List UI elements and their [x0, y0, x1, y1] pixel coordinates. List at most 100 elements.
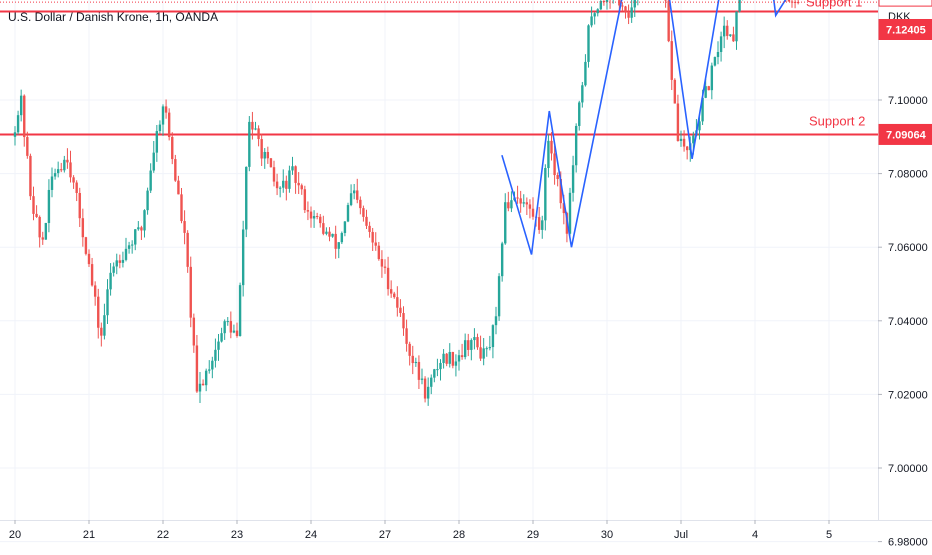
- candle-body: [559, 179, 562, 204]
- price-axis[interactable]: 7.200007.180007.160007.140007.100007.080…: [878, 0, 932, 549]
- candle-body: [325, 231, 328, 234]
- candle-body: [63, 159, 66, 171]
- candle-body: [531, 208, 535, 217]
- candle-body: [556, 175, 559, 180]
- y-tick-label: 7.08000: [888, 169, 928, 181]
- candle-body: [312, 216, 316, 219]
- candle-body: [53, 173, 57, 177]
- candle-body: [143, 210, 146, 231]
- candle-body: [248, 121, 251, 167]
- candle-body: [504, 202, 507, 244]
- candle-body: [618, 0, 621, 6]
- candle-body: [198, 383, 202, 392]
- candle-body: [522, 202, 525, 204]
- candle-body: [124, 248, 128, 260]
- candle-body: [87, 253, 91, 265]
- candle-body: [140, 227, 143, 231]
- candle-body: [226, 321, 229, 323]
- candle-body: [278, 187, 282, 189]
- candle-body: [146, 190, 149, 211]
- candle-body: [192, 317, 196, 346]
- candle-body: [47, 189, 51, 223]
- candle-body: [186, 232, 189, 267]
- candle-body: [288, 170, 291, 189]
- candle-body: [322, 223, 325, 234]
- candle-body: [346, 205, 350, 222]
- candle-body: [300, 185, 303, 190]
- candle-body: [260, 139, 263, 159]
- candle-body: [574, 125, 578, 166]
- chart-title: U.S. Dollar / Danish Krone, 1h, OANDA: [8, 10, 219, 24]
- candle-body: [726, 25, 729, 36]
- candle-body: [673, 79, 677, 104]
- candle-body: [386, 267, 390, 290]
- candle-body: [451, 351, 455, 366]
- candle-body: [396, 297, 399, 308]
- candle-body: [562, 203, 566, 214]
- candle-body: [38, 216, 41, 238]
- candle-body: [189, 266, 192, 318]
- x-tick-label: 29: [527, 529, 539, 541]
- candle-body: [319, 216, 322, 224]
- candle-body: [670, 41, 673, 80]
- candle-body: [78, 192, 81, 219]
- candles: [13, 0, 800, 406]
- time-axis[interactable]: 20 21 22 23 24 27 28 29 30 Jul 4 5: [9, 520, 832, 541]
- candle-body: [315, 216, 319, 218]
- candle-body: [204, 370, 208, 386]
- candle-body: [130, 244, 134, 246]
- candle-body: [84, 237, 88, 254]
- candle-body: [525, 202, 529, 205]
- candle-body: [408, 343, 411, 356]
- candle-body: [497, 276, 501, 317]
- candle-body: [633, 0, 636, 8]
- y-tick-label: 7.04000: [888, 316, 928, 328]
- trend-drawing[interactable]: [501, 0, 831, 255]
- candle-body: [251, 121, 254, 130]
- candle-body: [183, 221, 186, 233]
- candle-body: [177, 180, 180, 195]
- candle-body: [66, 159, 69, 163]
- candle-body: [90, 264, 94, 286]
- candle-body: [69, 162, 72, 178]
- candle-body: [460, 355, 464, 358]
- grid-lines: [0, 0, 932, 543]
- candle-body: [414, 361, 418, 364]
- candle-body: [356, 190, 359, 200]
- candle-body: [605, 0, 609, 3]
- candle-body: [584, 61, 587, 86]
- candle-body: [485, 348, 488, 350]
- x-tick-label: 28: [453, 529, 465, 541]
- candle-body: [44, 222, 48, 240]
- candle-body: [201, 383, 205, 386]
- candle-body: [245, 166, 248, 230]
- price-badge-label: 7.09064: [886, 129, 927, 141]
- candle-body: [13, 132, 17, 137]
- candle-body: [106, 289, 109, 316]
- candle-body: [56, 169, 60, 174]
- support-label: Support 2: [809, 113, 865, 128]
- candle-body: [602, 1, 606, 3]
- candle-body: [463, 340, 467, 358]
- candle-body: [134, 229, 137, 245]
- zigzag-line[interactable]: [501, 0, 823, 255]
- candle-body: [306, 210, 310, 212]
- candle-body: [121, 259, 125, 263]
- candle-body: [402, 313, 405, 329]
- candle-body: [294, 166, 297, 183]
- candle-body: [383, 266, 387, 268]
- candle-body: [275, 181, 279, 189]
- candle-body: [23, 95, 26, 138]
- candle-body: [220, 333, 223, 342]
- candle-body: [50, 176, 54, 190]
- candle-body: [263, 151, 266, 159]
- candle-body: [127, 245, 131, 249]
- candle-body: [528, 204, 532, 209]
- candle-body: [516, 197, 519, 199]
- candle-body: [707, 86, 710, 91]
- candle-body: [29, 155, 32, 197]
- candle-body: [19, 95, 23, 116]
- candle-body: [217, 341, 220, 350]
